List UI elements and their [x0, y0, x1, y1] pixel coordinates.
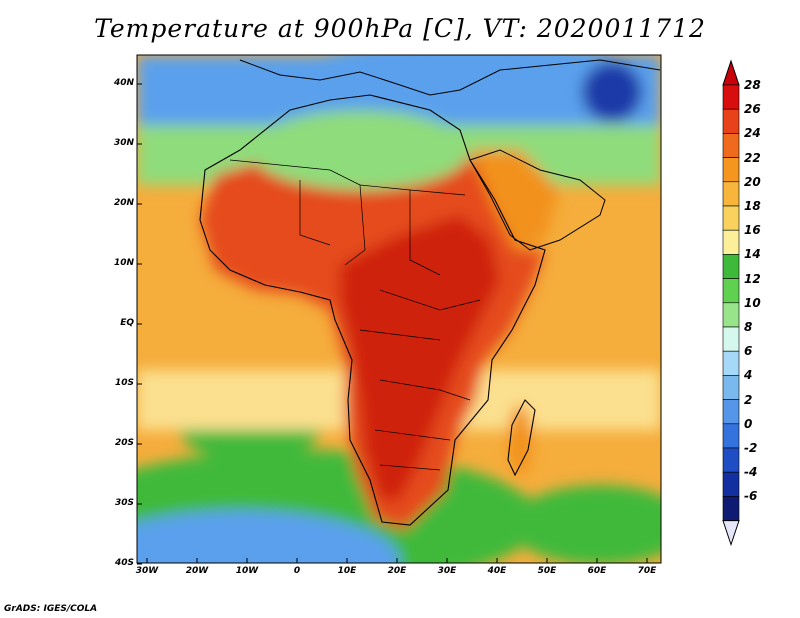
lon-tick-label: 60E	[587, 566, 607, 576]
colorbar-swatch	[722, 350, 740, 376]
colorbar-label: 2	[744, 392, 753, 407]
lon-tick-label: 30W	[135, 566, 159, 576]
lon-tick-label: 40E	[487, 566, 507, 576]
colorbar-over-triangle	[722, 59, 740, 86]
colorbar-label: 10	[744, 295, 761, 310]
colorbar-swatch	[722, 447, 740, 473]
europe-coastline	[239, 59, 661, 96]
lat-tick-label: 40N	[113, 78, 134, 88]
colorbar-label: 18	[744, 199, 761, 213]
lat-tick-label: 30N	[113, 138, 134, 148]
colorbar-label: 20	[744, 174, 761, 189]
colorbar-swatch	[722, 229, 740, 255]
temperature-field	[137, 55, 661, 563]
lon-tick-label: 70E	[637, 566, 657, 576]
madagascar	[508, 405, 532, 475]
map-title: Temperature at 900hPa [C], VT: 202001171…	[94, 14, 706, 43]
lon-tick-label: 20W	[185, 566, 209, 576]
colorbar-label: 16	[744, 223, 761, 238]
arabian-peninsula	[470, 150, 560, 250]
lon-tick-label: 10W	[235, 566, 259, 576]
colorbar-swatch	[722, 133, 740, 158]
colorbar-label: -6	[744, 489, 758, 504]
lat-tick-label: 10N	[113, 258, 134, 268]
colorbar-label: 24	[744, 126, 761, 141]
colorbar-swatch	[722, 108, 740, 134]
colorbar-label: 28	[744, 78, 761, 92]
colorbar-label: 22	[744, 150, 761, 165]
colorbar-swatch	[722, 278, 740, 304]
hot-core	[340, 215, 500, 500]
colorbar-swatch	[722, 302, 740, 328]
colorbar-swatch	[722, 205, 740, 231]
colorbar-swatch	[722, 157, 740, 183]
colorbar-swatch	[722, 326, 740, 352]
mediterranean-cold-zone	[280, 55, 660, 120]
lat-tick-label: 20N	[113, 198, 134, 208]
colorbar-swatch	[722, 423, 740, 449]
colorbar-swatch	[722, 399, 740, 425]
colorbar-swatch	[722, 375, 740, 400]
colorbar-label: -4	[744, 465, 758, 480]
africa-coastline	[199, 94, 546, 526]
lat-tick-label: 10S	[114, 378, 134, 388]
colorbar-swatch	[722, 254, 740, 279]
sahara-cool-zone	[250, 110, 470, 190]
colorbar-label: 0	[744, 416, 753, 431]
colorbar-label: 12	[744, 271, 761, 286]
southern-ocean-cold-zone	[137, 510, 400, 563]
lat-tick-label: 40S	[114, 558, 134, 568]
colorbar-swatch	[722, 181, 740, 207]
colorbar-label: 4	[744, 368, 753, 383]
country-borders	[229, 159, 481, 471]
lat-tick-label: EQ	[120, 318, 134, 328]
lon-tick-label: 0	[293, 566, 301, 576]
arabia-coastline	[469, 149, 606, 251]
lon-tick-label: 50E	[537, 566, 557, 576]
colorbar-swatch	[722, 471, 740, 497]
colorbar-under-triangle	[722, 520, 740, 547]
colorbar-label: 6	[744, 344, 753, 359]
lat-tick-label: 20S	[114, 438, 134, 448]
colorbar-swatch	[722, 496, 740, 521]
footer-credit: GrADS: IGES/COLA	[4, 604, 98, 614]
colorbar	[722, 59, 740, 547]
colorbar-label: 26	[744, 102, 761, 117]
axis-ticks	[137, 83, 648, 565]
lon-tick-label: 20E	[387, 566, 407, 576]
colorbar-label: 8	[744, 320, 753, 334]
madagascar-coastline	[507, 399, 536, 477]
colorbar-label: 14	[744, 247, 761, 262]
colorbar-label: -2	[744, 441, 758, 455]
lon-tick-label: 30E	[437, 566, 457, 576]
lon-tick-label: 10E	[337, 566, 357, 576]
colorbar-swatch	[722, 84, 740, 110]
central-asia-cold-zone	[582, 62, 642, 122]
lat-tick-label: 30S	[114, 498, 134, 508]
map-frame	[136, 54, 662, 564]
south-indian-green-zone	[510, 485, 661, 563]
